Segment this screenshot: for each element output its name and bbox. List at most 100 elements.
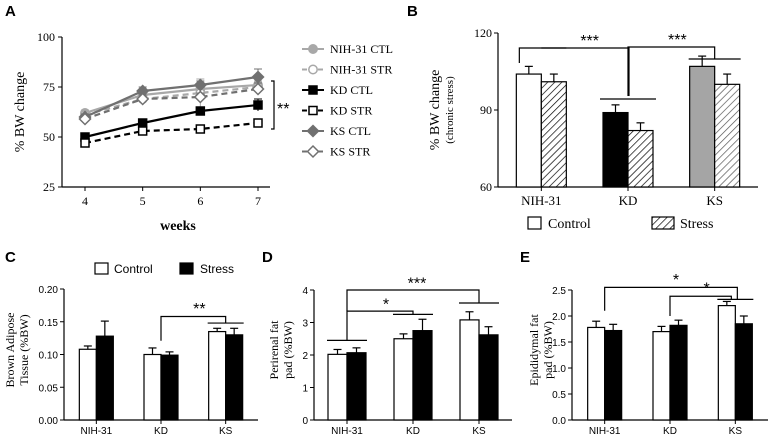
- panel-a-legend-marker: [308, 85, 318, 95]
- panel-label-c: C: [5, 249, 16, 266]
- panel-e-bar: [717, 305, 736, 421]
- panel-b-y-tick-label: 60: [480, 180, 492, 194]
- panel-a-x-tick-label: 6: [197, 194, 203, 208]
- panel-e-bar: [587, 326, 606, 421]
- panel-a-x-tick-label: 4: [82, 194, 88, 208]
- panel-e-bar: [652, 331, 671, 421]
- panel-a-legend-label: KD CTL: [330, 83, 373, 97]
- panel-c-y-axis-label: Brown Adipose: [3, 313, 17, 388]
- panel-a-legend-marker: [308, 64, 318, 75]
- panel-b-y-axis-sublabel: (chronic stress): [444, 76, 456, 144]
- panel-c-plot: 0.00 0.05 0.10 0.15 0.20 NIH-31 KD KS **: [39, 285, 258, 437]
- panel-a-data-point: [195, 124, 206, 134]
- panel-c-significance-label: **: [193, 301, 205, 318]
- panel-d-bar: [346, 352, 367, 421]
- panel-e-y-axis-sublabel: pad (%BW): [541, 321, 555, 379]
- panel-a-y-tick-label: 25: [43, 180, 55, 194]
- panel-d-bar: [478, 334, 499, 421]
- legend-stress-label: Stress: [680, 217, 713, 232]
- panel-b-y-axis-label: % BW change: [428, 70, 443, 151]
- panel-a-data-point: [78, 112, 92, 126]
- panel-e-y-tick-label: 0.0: [552, 416, 566, 427]
- panel-b-plot: 60 90 120 NIH-31 KD KS *** ***: [474, 26, 758, 208]
- panel-a-y-tick-label: 75: [43, 80, 55, 94]
- panel-b-category-label: KS: [706, 193, 723, 208]
- panel-c-y-tick-label: 0.05: [39, 383, 59, 394]
- panel-a-legend-marker: [308, 105, 318, 116]
- panel-c-bar: [143, 353, 162, 421]
- panel-a-x-tick-label: 5: [140, 194, 146, 208]
- panel-e-category-label: NIH-31: [589, 426, 621, 437]
- panel-e-category-label: KD: [663, 426, 677, 437]
- panel-a-data-point: [253, 118, 263, 128]
- panel-b-significance-label: ***: [668, 32, 687, 49]
- panel-c-category-label: NIH-31: [80, 426, 112, 437]
- panel-d-bar: [459, 319, 480, 421]
- panel-b-bar: [689, 65, 716, 188]
- panel-b-bracket: [627, 46, 716, 96]
- panel-a-series-line: [84, 103, 259, 139]
- panel-b-y-tick-label: 120: [474, 26, 492, 40]
- panel-a-data-point: [136, 92, 150, 106]
- panel-c-bar: [78, 348, 97, 421]
- panel-e-y-tick-label: 1.5: [552, 338, 566, 349]
- panel-d-bar: [412, 330, 433, 421]
- panel-d-y-tick-label: 1: [302, 384, 308, 395]
- panel-a-y-tick-label: 100: [37, 30, 55, 44]
- panel-d-significance-label: *: [383, 297, 389, 314]
- panel-a-data-point: [253, 100, 263, 110]
- panel-b-bar: [515, 73, 542, 188]
- panel-c-bar: [208, 330, 227, 421]
- panel-a-legend-marker: [308, 44, 318, 54]
- panel-b-bracket: [541, 47, 630, 96]
- panel-a-legend: NIH-31 CTL NIH-31 STR KD CTL KD STR KS CTL KS…: [302, 42, 393, 159]
- panel-b-bracket: [518, 47, 567, 63]
- panel-b-category-label: NIH-31: [521, 193, 561, 208]
- panel-c-y-tick-label: 0.00: [39, 416, 59, 427]
- panel-a-data-point: [137, 118, 148, 128]
- panel-d-y-tick-label: 4: [302, 286, 308, 297]
- panel-a-data-point: [193, 90, 207, 104]
- panel-a-data-point: [80, 138, 90, 148]
- panel-label-e: E: [520, 249, 530, 266]
- panel-b: B 60 90 120 NIH-31 KD KS *** *** % BW change (c…: [407, 3, 758, 232]
- panel-e-bracket: [669, 295, 732, 316]
- panel-d-category-label: KS: [472, 426, 486, 437]
- panel-b-significance-label: ***: [580, 33, 599, 50]
- panel-e-y-axis-label: Epididymal fat: [527, 314, 541, 386]
- panel-d-significance-label: ***: [408, 275, 427, 292]
- panel-a-legend-label: KD STR: [330, 104, 372, 118]
- panel-a-legend-label: KS STR: [330, 145, 370, 159]
- panel-a: A 25 50 75 100 4 5 6 7 ** % BW change weeks NIH-…: [5, 3, 393, 234]
- panel-e-bar: [669, 324, 688, 421]
- panel-d-bar: [393, 338, 414, 421]
- panel-d-bar: [327, 353, 348, 421]
- panel-b-y-tick-label: 90: [480, 103, 492, 117]
- panel-label-a: A: [5, 3, 16, 20]
- panel-c: C 0.00 0.05 0.10 0.15 0.20 NIH-31 KD KS ** Brown…: [3, 249, 258, 437]
- panel-a-y-tick-label: 50: [43, 130, 55, 144]
- panel-a-data-point: [137, 126, 148, 136]
- panel-b-bar: [602, 111, 629, 188]
- panel-a-series-line: [84, 87, 259, 121]
- panel-d-category-label: KD: [406, 426, 420, 437]
- panel-d-y-tick-label: 2: [302, 351, 308, 362]
- legend-c-stress-label: Stress: [200, 262, 234, 276]
- panel-a-legend-label: NIH-31 CTL: [330, 42, 393, 56]
- panel-a-data-point: [195, 106, 206, 116]
- panel-a-x-tick-label: 7: [255, 194, 261, 208]
- panel-e-bar: [734, 323, 753, 421]
- panel-c-bar: [225, 334, 244, 421]
- panel-e-significance-label: *: [673, 272, 679, 289]
- panel-a-legend-label: KS CTL: [330, 124, 371, 138]
- panel-d-y-tick-label: 0: [302, 416, 308, 427]
- panel-e-bar: [604, 329, 623, 421]
- panel-e-bracket: [604, 286, 738, 311]
- panel-a-legend-marker: [306, 124, 320, 138]
- panel-a-legend-marker: [306, 144, 320, 159]
- panel-c-category-label: KD: [154, 426, 168, 437]
- legend-control-label: Control: [548, 217, 591, 232]
